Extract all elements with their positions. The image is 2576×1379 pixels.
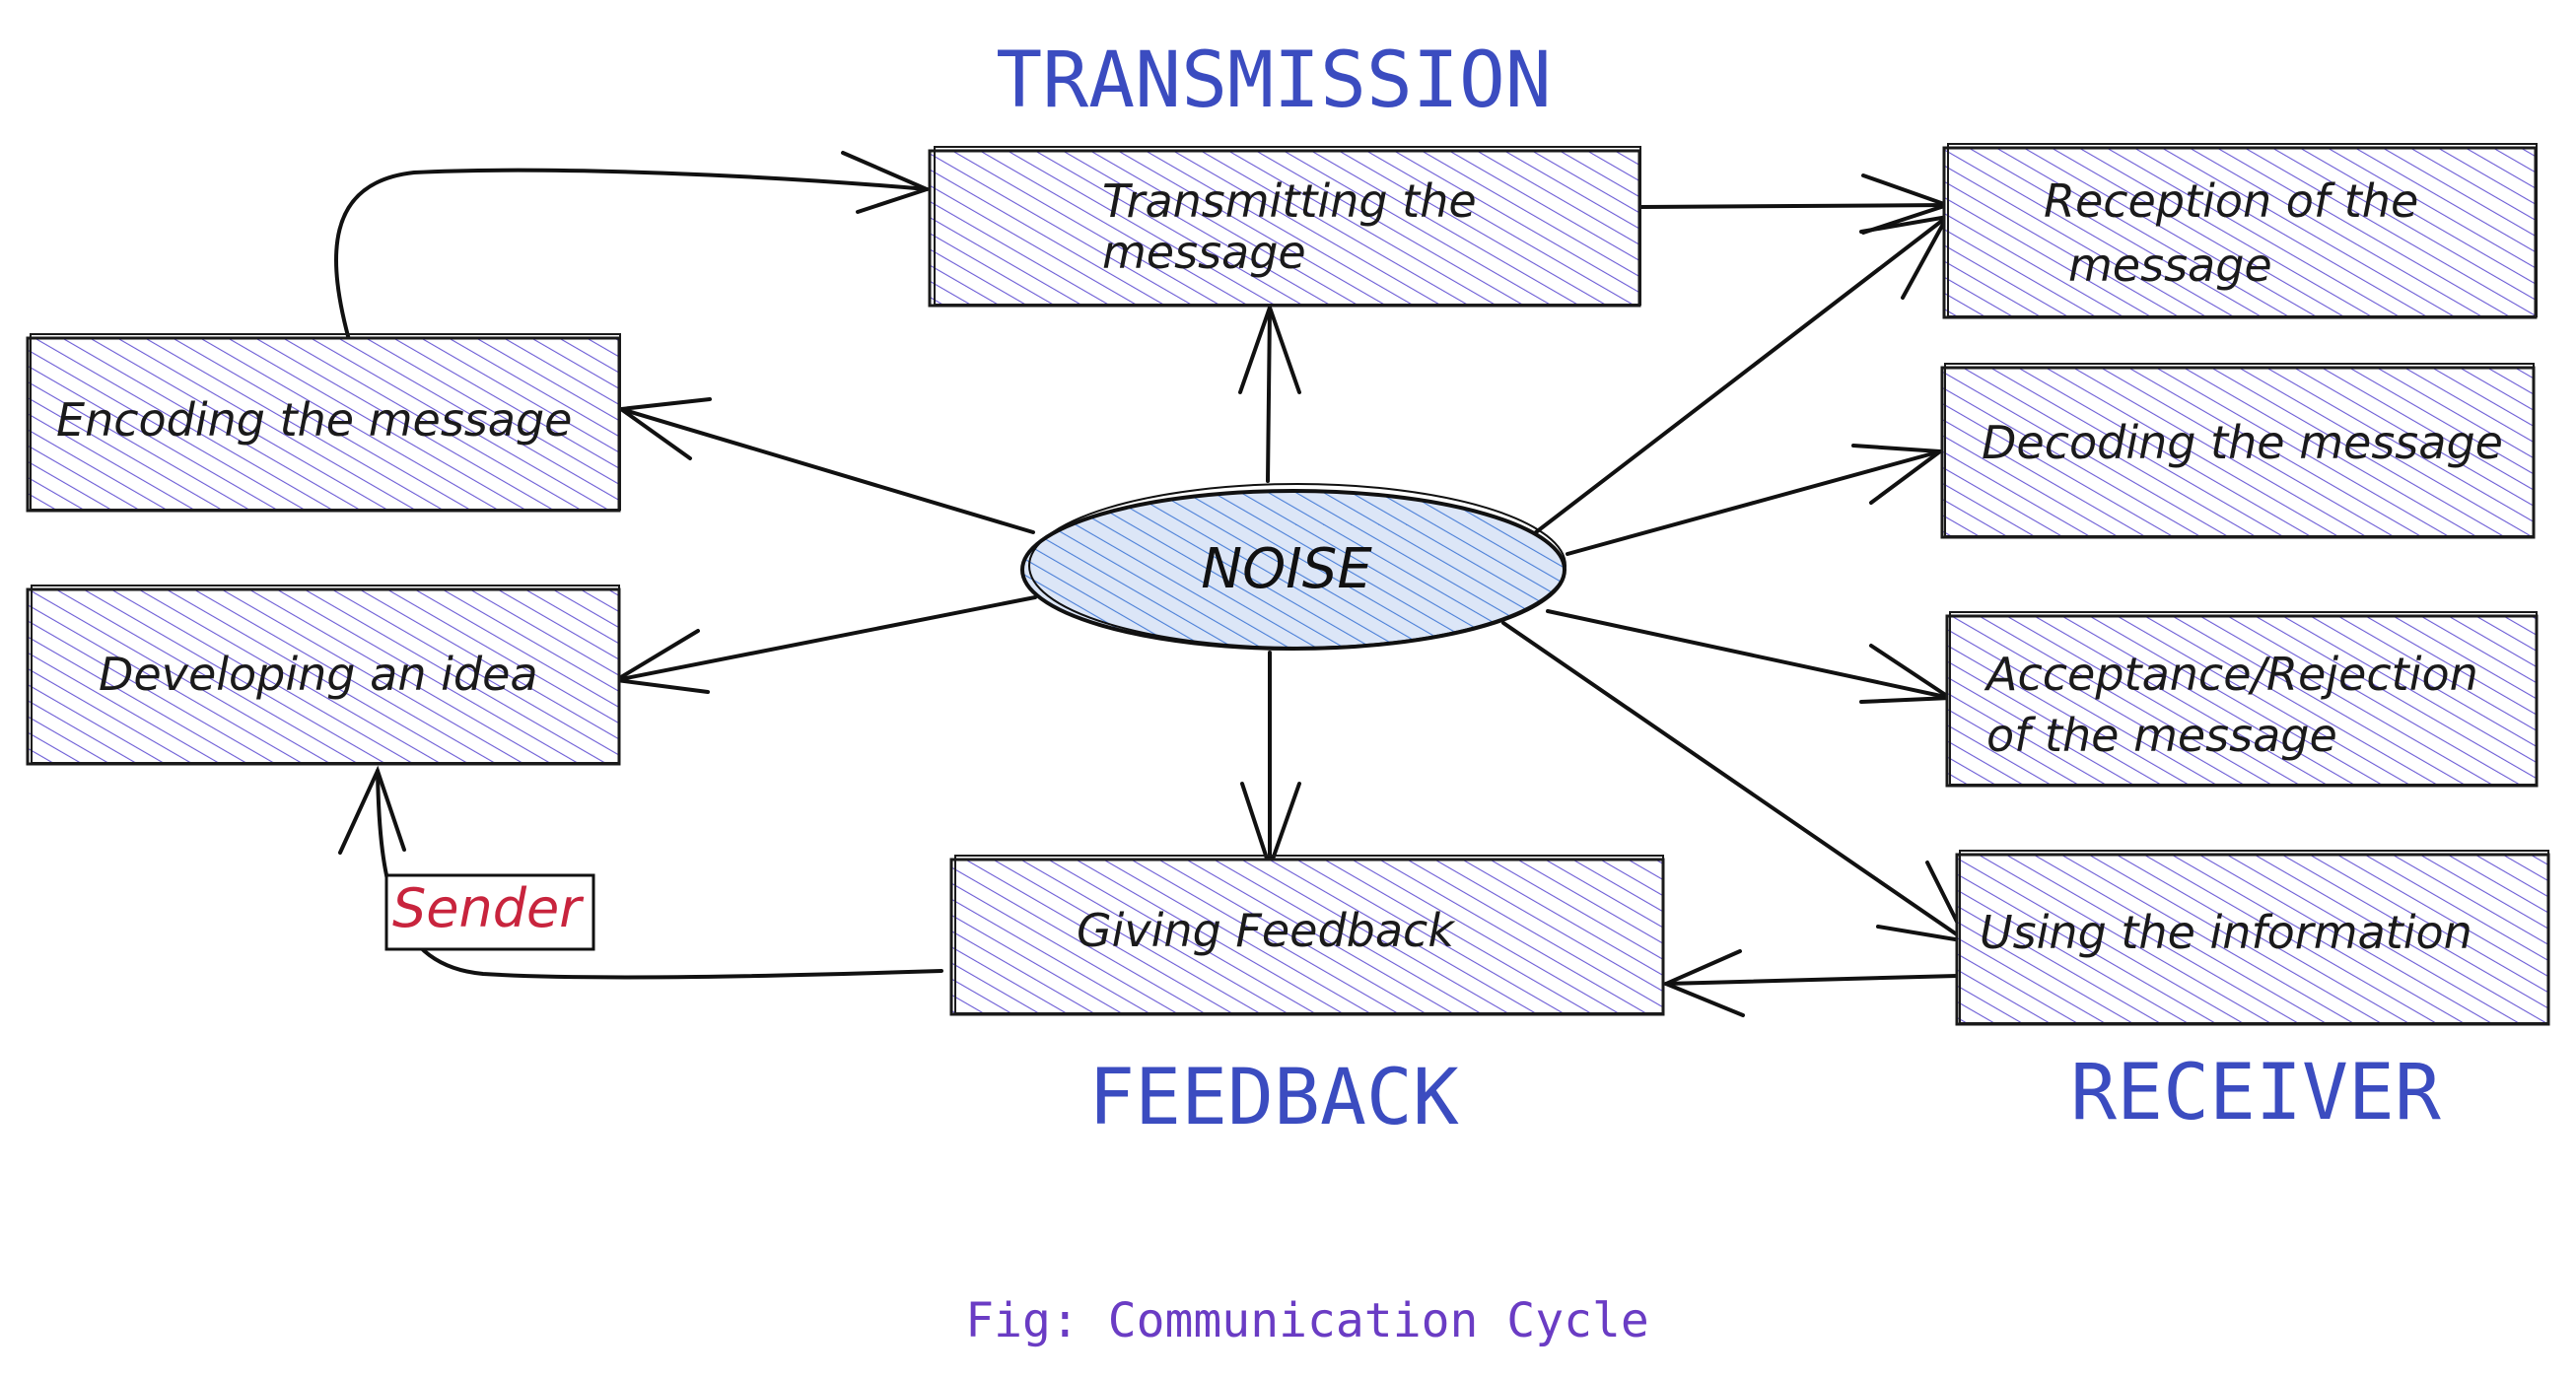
box-using: Using the information [1955,850,2550,1026]
connector-noise-to-reception [1534,215,1949,534]
box-developing: Developing an idea [26,585,621,766]
heading-receiver: RECEIVER [2070,1049,2441,1138]
heading-feedback: FEEDBACK [1088,1054,1459,1142]
box-acceptance-line-2: of the message [1986,709,2337,762]
heading-transmission: TRANSMISSION [996,36,1552,125]
box-transmitting-line-1: Transmitting the [1102,174,1477,228]
box-acceptance-line-1: Acceptance/Rejection [1984,648,2478,701]
box-decoding-line-1: Decoding the message [1982,416,2503,469]
box-transmitting-line-2: message [1102,226,1306,279]
noise-label: NOISE [1201,537,1372,601]
sender-tag: Sender [384,873,595,951]
box-giving-feedback: Giving Feedback [949,855,1665,1016]
box-using-line-1: Using the information [1980,906,2472,959]
figure-caption: Fig: Communication Cycle [965,1293,1649,1348]
connector-noise-to-developing [614,595,1037,682]
connector-noise-to-transmitting [1266,306,1272,483]
box-encoding: Encoding the message [26,333,621,513]
box-reception-line-2: message [2068,239,2272,292]
noise-node: NOISE [1020,483,1566,651]
connector-encoding-to-transmitting [334,168,929,349]
connector-using-to-feedback [1664,974,1959,986]
box-decoding: Decoding the message [1940,363,2536,539]
connector-noise-to-acceptance [1546,609,1952,700]
connector-noise-to-decoding [1566,449,1942,556]
connector-noise-to-encoding [619,407,1035,534]
box-reception: Reception of the message [1942,143,2538,319]
connector-transmitting-to-reception [1638,203,1949,209]
box-acceptance: Acceptance/Rejection of the message [1945,611,2539,788]
box-encoding-line-1: Encoding the message [56,393,572,447]
box-giving-feedback-line-1: Giving Feedback [1077,904,1456,957]
connector-noise-to-using [1501,621,1969,943]
sender-label: Sender [392,877,584,939]
box-transmitting: Transmitting the message [928,146,1641,308]
box-reception-line-1: Reception of the [2044,174,2418,228]
box-developing-line-1: Developing an idea [99,648,538,701]
